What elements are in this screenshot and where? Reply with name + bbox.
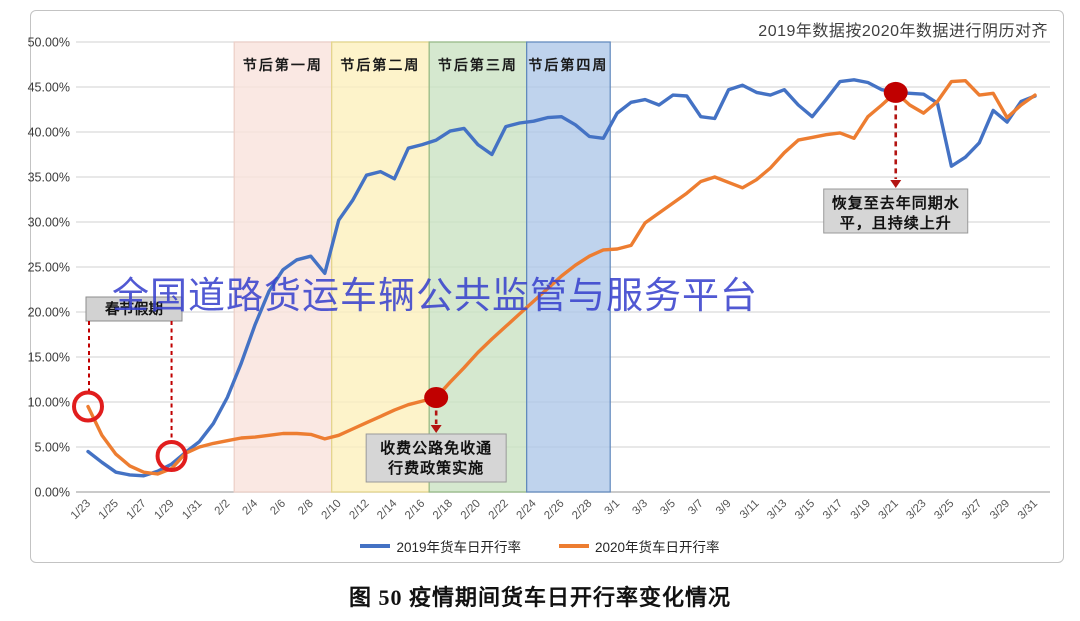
- x-tick-label: 2/6: [268, 498, 288, 518]
- x-tick-label: 3/23: [904, 498, 928, 522]
- x-tick-label: 2/12: [347, 498, 371, 522]
- x-tick-label: 3/7: [686, 498, 706, 518]
- annotation-label-recovery: 平，且持续上升: [840, 214, 952, 232]
- series-line-2020: [86, 78, 1037, 476]
- figure-caption: 图 50 疫情期间货车日开行率变化情况: [348, 585, 731, 610]
- highlight-circle-marker: [155, 440, 188, 472]
- legend-item-2019: 2019年货车日开行率: [360, 536, 521, 556]
- watermark: 全国道路货运车辆公共监管与服务平台: [112, 275, 758, 316]
- legend-label-2019: 2019年货车日开行率: [396, 540, 521, 555]
- series-line-2019: [86, 78, 1037, 478]
- annotation-box-recovery: [823, 188, 969, 234]
- y-tick-label: 30.00%: [28, 216, 70, 230]
- band-label: 节后第四周: [528, 57, 608, 73]
- y-tick-label: 25.00%: [28, 261, 70, 275]
- y-tick-label: 10.00%: [28, 396, 70, 410]
- y-tick-label: 50.00%: [28, 36, 70, 50]
- x-tick-label: 3/21: [877, 498, 901, 522]
- x-tick-label: 3/31: [1016, 498, 1040, 522]
- y-tick-label: 40.00%: [28, 126, 70, 140]
- band-postholiday-week-3: [428, 41, 528, 493]
- y-tick-label: 0.00%: [35, 486, 70, 500]
- x-tick-label: 3/29: [988, 498, 1012, 522]
- x-tick-label: 2/10: [319, 498, 343, 522]
- band-label: 节后第一周: [243, 57, 323, 73]
- x-tick-label: 2/14: [375, 497, 400, 522]
- band-postholiday-week-4: [526, 41, 611, 493]
- legend: 2019年货车日开行率 2020年货车日开行率: [0, 536, 1080, 556]
- y-tick-label: 45.00%: [28, 81, 70, 95]
- highlight-circle-marker: [72, 390, 104, 423]
- y-tick-label: 35.00%: [28, 171, 70, 185]
- y-tick-label: 15.00%: [28, 351, 70, 365]
- x-tick-label: 3/15: [793, 498, 817, 522]
- x-tick-label: 2/16: [403, 498, 427, 522]
- arrowhead-icon: [430, 425, 442, 433]
- x-tick-label: 3/17: [821, 498, 845, 522]
- legend-swatch-2019-icon: [360, 544, 391, 548]
- legend-label-2020: 2020年货车日开行率: [595, 540, 720, 555]
- x-tick-label: 3/27: [960, 498, 984, 522]
- x-tick-label: 2/20: [459, 498, 483, 522]
- x-tick-label: 3/1: [603, 498, 623, 518]
- arrowhead-icon: [890, 180, 902, 188]
- y-tick-label: 5.00%: [35, 441, 70, 455]
- annotation-label-toll-free-policy: 收费公路免收通: [380, 439, 492, 457]
- legend-swatch-2020-icon: [559, 544, 589, 548]
- x-tick-label: 2/4: [240, 497, 260, 517]
- annotation-label-toll-free-policy: 行费政策实施: [387, 459, 484, 477]
- band-label: 节后第二周: [340, 57, 420, 73]
- band-label: 节后第三周: [438, 57, 518, 73]
- legend-item-2020: 2020年货车日开行率: [559, 536, 720, 556]
- x-tick-label: 2/8: [296, 498, 316, 518]
- x-tick-label: 1/31: [180, 498, 204, 522]
- x-tick-label: 1/25: [97, 498, 121, 522]
- event-dot-toll-free-policy: [424, 387, 449, 408]
- x-tick-label: 2/2: [213, 498, 233, 518]
- x-tick-label: 3/3: [630, 498, 650, 518]
- x-tick-label: 1/27: [125, 498, 149, 522]
- x-tick-label: 2/28: [570, 498, 594, 522]
- x-tick-label: 3/19: [849, 498, 873, 522]
- x-tick-label: 3/9: [714, 498, 734, 518]
- annotation-box-toll-free-policy: [365, 433, 507, 483]
- x-tick-label: 3/5: [658, 498, 678, 518]
- annotation-label-recovery: 恢复至去年同期水: [832, 194, 960, 212]
- event-dot-recovery: [883, 81, 908, 103]
- x-tick-label: 1/23: [69, 498, 93, 522]
- alignment-note: 2019年数据按2020年数据进行阴历对齐: [758, 23, 1048, 40]
- x-tick-label: 2/24: [514, 497, 539, 522]
- x-tick-label: 2/26: [542, 498, 566, 522]
- x-tick-label: 2/22: [487, 498, 511, 522]
- x-tick-label: 3/11: [738, 498, 762, 522]
- x-tick-label: 1/29: [152, 498, 176, 522]
- annotation-label-spring-festival: 春节假期: [105, 300, 163, 318]
- x-tick-label: 2/18: [431, 498, 455, 522]
- x-tick-label: 3/25: [932, 498, 956, 522]
- y-tick-label: 20.00%: [28, 306, 70, 320]
- annotation-box-spring-festival: [85, 296, 183, 322]
- x-tick-label: 3/13: [765, 498, 789, 522]
